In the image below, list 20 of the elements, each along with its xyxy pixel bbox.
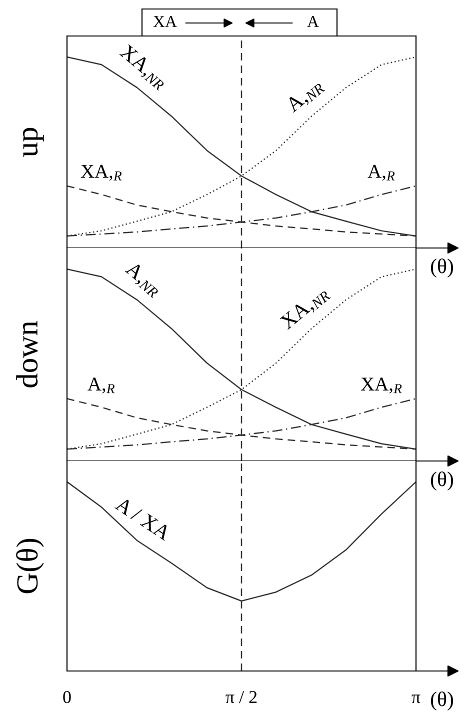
- x-axis-title: (θ): [430, 258, 454, 278]
- series-label: XA,$_{R}$: [80, 164, 122, 181]
- x-tick-label: π / 2: [226, 691, 257, 704]
- x-tick-label: π: [412, 694, 420, 704]
- series-label: A,$_{R}$: [88, 378, 115, 394]
- series-label: XA,$_{R}$: [360, 378, 402, 394]
- x-tick-label: 0: [63, 690, 71, 704]
- x-axis-title: (θ): [430, 692, 454, 710]
- text: A,$_{NR}$: [122, 260, 164, 298]
- text: XA,$_{NR}$: [117, 44, 170, 91]
- text: XA: [153, 16, 177, 28]
- x-axis-title: (θ): [430, 472, 454, 490]
- text: A / XA: [114, 496, 172, 541]
- text: A: [307, 16, 319, 28]
- y-axis-title: down: [16, 321, 38, 388]
- text: XA,$_{NR}$: [279, 284, 331, 332]
- text: A,$_{NR}$: [284, 77, 326, 116]
- y-axis-title: up: [22, 128, 44, 157]
- y-axis-title: G(θ): [16, 538, 44, 594]
- series-label: A,$_{R}$: [368, 164, 395, 181]
